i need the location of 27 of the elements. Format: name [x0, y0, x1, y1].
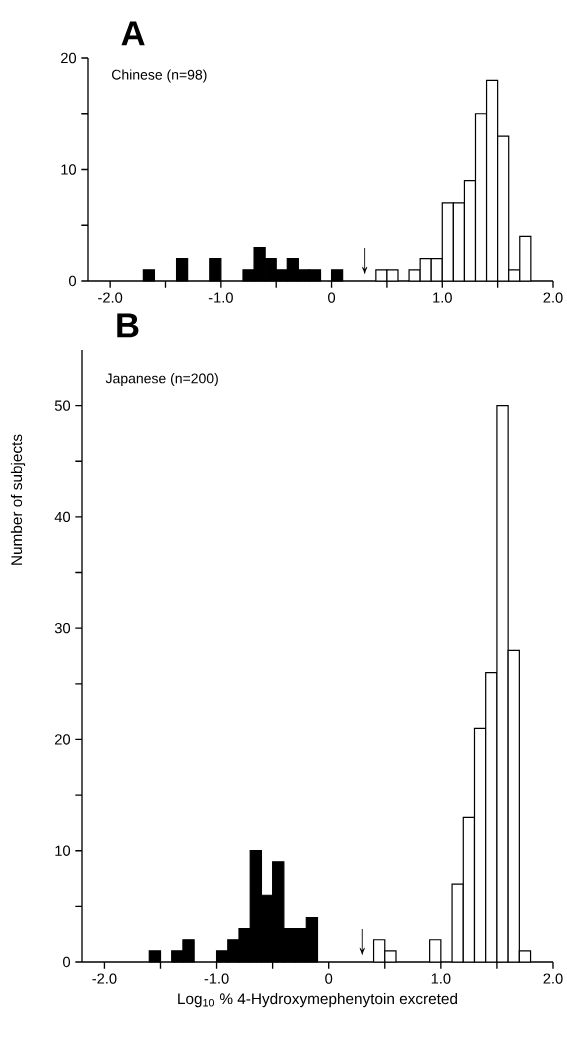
annotation: ↓ — [359, 928, 365, 955]
y-tick-label: 10 — [55, 845, 71, 856]
annotation: ↓ — [362, 247, 368, 274]
x-tick-label: 1.0 — [431, 973, 451, 984]
x-tick-label: -2.0 — [98, 292, 123, 303]
y-tick-label: 20 — [61, 52, 77, 64]
x-axis-title: Log$_{10}$ % 4-Hydroxymephenytoin excreted — [178, 992, 457, 1008]
text: Chinese (n=98) — [112, 69, 207, 83]
x-tick-label: -1.0 — [208, 292, 233, 303]
x-tick-label: 0 — [325, 973, 333, 984]
x-tick-label: 2.0 — [543, 973, 563, 984]
y-tick-label: 50 — [54, 400, 71, 411]
x-tick-label: -1.0 — [204, 973, 229, 984]
y-tick-label: 0 — [63, 956, 71, 968]
y-axis-title: Number of subjects — [10, 434, 26, 565]
y-tick-label: 0 — [69, 275, 77, 287]
x-tick-label: 2.0 — [543, 292, 563, 303]
y-tick-label: 40 — [54, 511, 71, 523]
x-tick-label: 1.0 — [433, 292, 452, 303]
x-tick-label: -2.0 — [92, 973, 117, 984]
chart-title: B — [117, 313, 139, 338]
text: Japanese (n=200) — [105, 373, 218, 387]
chart-title: A — [121, 21, 145, 46]
y-tick-label: 30 — [54, 623, 71, 634]
x-tick-label: 0 — [328, 292, 336, 303]
y-tick-label: 10 — [61, 164, 77, 175]
y-tick-label: 20 — [55, 734, 71, 745]
